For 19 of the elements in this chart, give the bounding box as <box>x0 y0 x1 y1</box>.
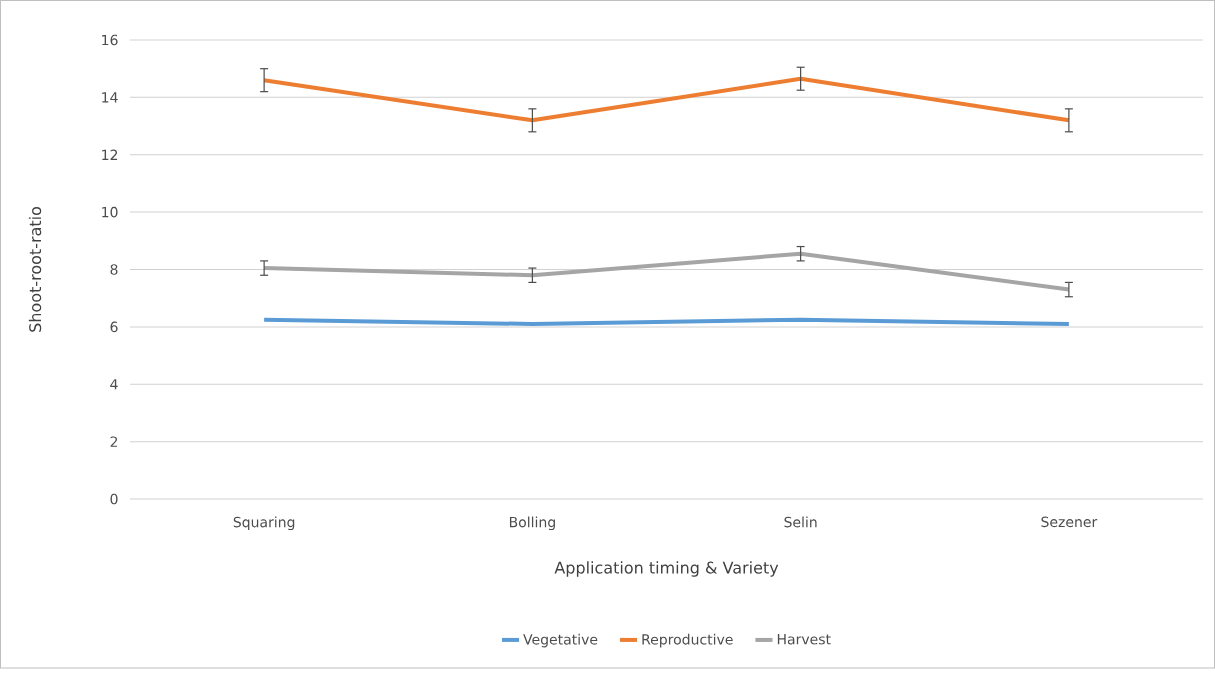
y-tick-label: 14 <box>102 92 118 103</box>
y-tick-label: 8 <box>110 264 118 275</box>
x-tick-label: Bolling <box>509 516 555 531</box>
x-tick-label: Squaring <box>233 516 295 531</box>
y-tick-label: 4 <box>110 379 118 390</box>
legend-label: Harvest <box>777 634 831 645</box>
y-tick-label: 2 <box>110 436 118 447</box>
x-tick-label: Sezener <box>1041 516 1098 528</box>
legend-label: Reproductive <box>642 633 733 648</box>
legend-label: Vegetative <box>523 633 598 648</box>
y-tick-label: 6 <box>110 321 118 333</box>
y-tick-label: 0 <box>110 493 118 505</box>
line-series <box>262 251 1071 292</box>
y-tick-label: 16 <box>102 34 118 46</box>
y-tick-label: 10 <box>102 206 118 218</box>
x-axis-title: Application timing & Variety <box>554 561 779 577</box>
x-tick-label: Selin <box>784 516 817 528</box>
y-axis-title: Shoot-root-ratio <box>28 207 42 332</box>
y-tick-label: 12 <box>102 149 118 160</box>
